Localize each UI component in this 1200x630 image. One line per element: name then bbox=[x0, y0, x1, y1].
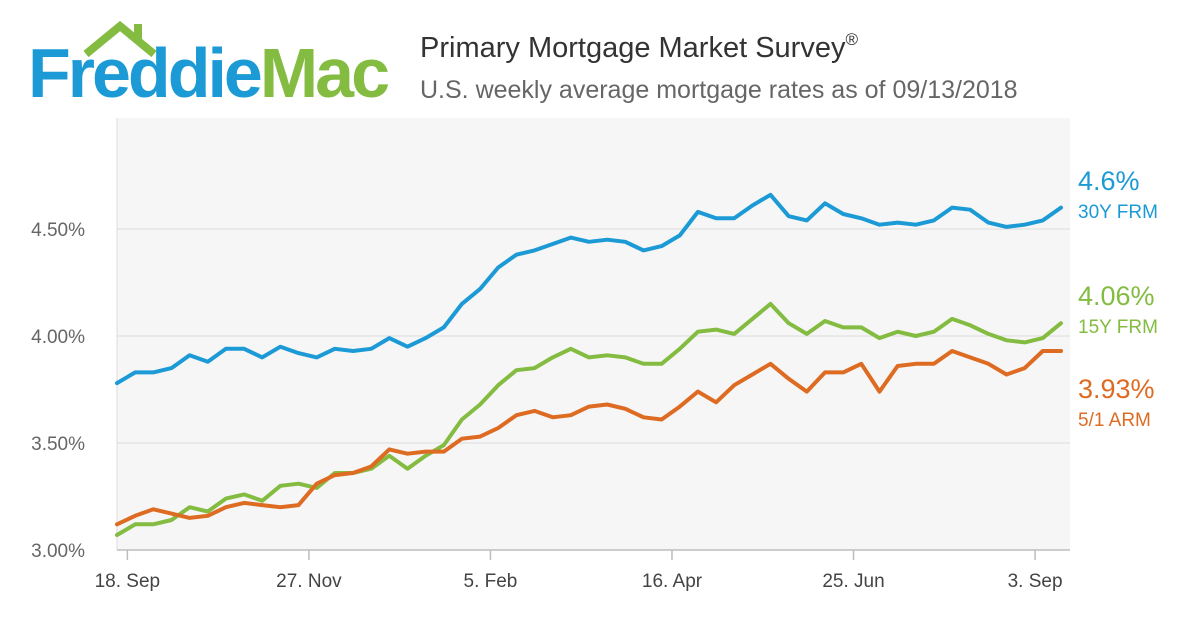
logo-wordmark: FreddieMac bbox=[28, 38, 390, 108]
x-tick-label: 18. Sep bbox=[95, 571, 161, 592]
series-lines bbox=[115, 192, 1063, 537]
end-rate-label: 4.6% bbox=[1078, 166, 1140, 196]
registered-mark: ® bbox=[845, 30, 858, 49]
series-line bbox=[115, 192, 1063, 386]
gridlines bbox=[116, 118, 1070, 550]
y-tick-label: 4.00% bbox=[31, 327, 85, 348]
series-name-label: 15Y FRM bbox=[1078, 317, 1158, 338]
x-tick-label: 3. Sep bbox=[1008, 571, 1063, 592]
series-line bbox=[115, 301, 1063, 537]
y-tick-label: 3.00% bbox=[31, 541, 85, 562]
x-axis: 18. Sep 27. Nov 5. Feb 16. Apr 25. Jun 3. Sep bbox=[95, 549, 1070, 592]
x-tick-label: 25. Jun bbox=[822, 571, 884, 592]
end-labels: 4.6% 30Y FRM 4.06% 15Y FRM 3.93% 5/1 ARM bbox=[1078, 166, 1158, 431]
end-rate-label: 4.06% bbox=[1078, 281, 1155, 311]
chart-subtitle: U.S. weekly average mortgage rates as of… bbox=[420, 76, 1018, 104]
y-axis-labels: 3.00% 3.50% 4.00% 4.50% bbox=[31, 220, 85, 562]
house-roof-icon bbox=[83, 20, 157, 58]
x-tick-label: 16. Apr bbox=[642, 571, 703, 592]
chart-title-text: Primary Mortgage Market Survey bbox=[420, 32, 846, 64]
y-tick-label: 3.50% bbox=[31, 434, 85, 455]
chart-title: Primary Mortgage Market Survey® bbox=[420, 30, 858, 65]
y-tick-label: 4.50% bbox=[31, 220, 85, 241]
series-name-label: 30Y FRM bbox=[1078, 202, 1158, 223]
series-line bbox=[115, 349, 1063, 527]
series-name-label: 5/1 ARM bbox=[1078, 410, 1151, 431]
x-tick-label: 27. Nov bbox=[276, 571, 342, 592]
end-rate-label: 3.93% bbox=[1078, 374, 1155, 404]
logo-word-freddie: Freddie bbox=[28, 34, 263, 112]
freddie-mac-logo: FreddieMac bbox=[28, 18, 390, 108]
logo-word-mac: Mac bbox=[259, 34, 390, 112]
x-tick-label: 5. Feb bbox=[464, 571, 518, 592]
